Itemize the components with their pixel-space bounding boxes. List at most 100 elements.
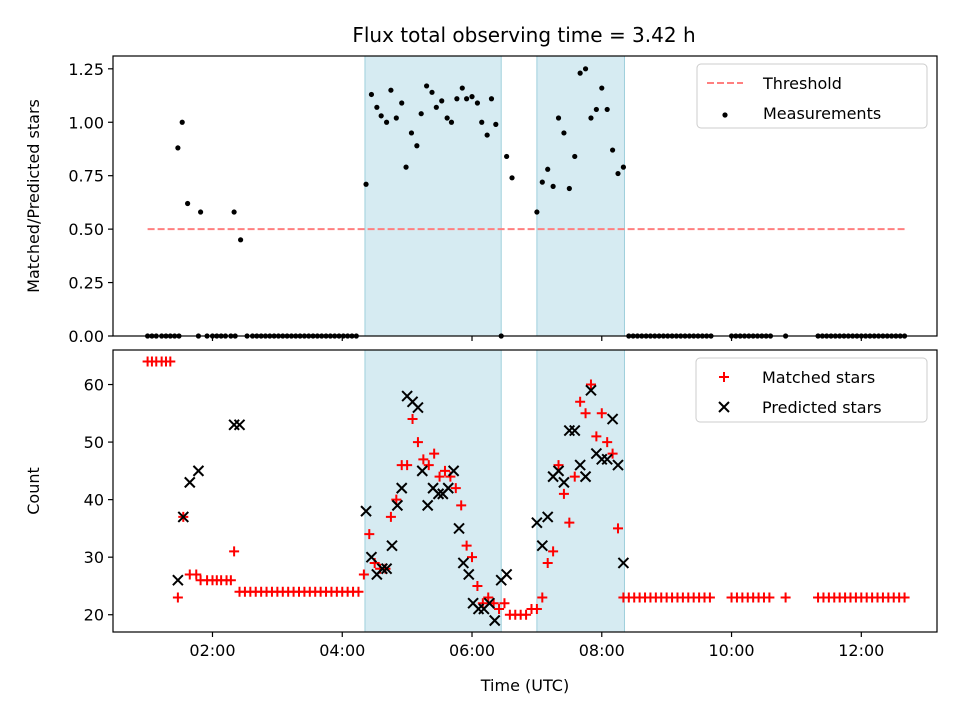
data-point — [472, 580, 483, 591]
data-point — [604, 106, 610, 113]
axes-frame — [112, 349, 938, 633]
data-point — [416, 465, 428, 477]
data-point — [179, 119, 185, 125]
data-point — [545, 166, 551, 172]
data-point — [494, 603, 505, 614]
data-point — [500, 568, 513, 581]
data-point — [185, 200, 191, 207]
chart-title: Flux total observing time = 3.42 h — [352, 23, 695, 47]
data-point — [575, 396, 586, 407]
legend-label: Matched stars — [762, 368, 875, 387]
data-point — [442, 482, 454, 494]
data-point — [439, 98, 445, 104]
data-point — [368, 91, 375, 98]
data-point — [412, 401, 424, 414]
data-point — [439, 465, 450, 476]
data-point — [553, 460, 564, 471]
data-point — [521, 609, 532, 620]
data-point — [172, 592, 183, 603]
data-point — [620, 164, 627, 170]
y-tick-label: 0.50 — [68, 220, 104, 239]
data-point — [418, 454, 429, 465]
data-point — [488, 96, 495, 102]
data-point — [434, 471, 445, 482]
legend-box — [696, 63, 928, 129]
data-point — [412, 437, 423, 448]
data-point — [453, 522, 465, 535]
data-point — [591, 431, 602, 442]
data-point — [447, 465, 460, 477]
data-point — [704, 592, 715, 603]
data-point — [542, 511, 554, 523]
y-tick-label: 0.75 — [68, 167, 104, 186]
data-point — [383, 119, 390, 125]
data-point — [360, 505, 372, 517]
data-point — [407, 414, 418, 425]
observing-interval-1 — [364, 55, 502, 337]
data-point — [418, 111, 424, 117]
data-point — [191, 569, 202, 580]
data-point — [231, 209, 237, 215]
data-point — [238, 237, 244, 243]
data-point — [534, 209, 540, 215]
data-point — [537, 592, 548, 603]
legend-dot-marker — [722, 112, 728, 118]
data-point — [444, 115, 450, 121]
data-point — [448, 119, 455, 125]
y-tick-label: 20 — [84, 606, 104, 625]
data-point — [483, 597, 496, 609]
data-point — [572, 153, 578, 160]
series-predicted-stars — [172, 384, 630, 627]
data-point — [459, 85, 465, 91]
data-point — [504, 153, 510, 160]
data-point — [172, 574, 184, 586]
data-point — [539, 179, 545, 185]
x-tick-label: 10:00 — [708, 641, 754, 660]
x-tick-label: 04:00 — [319, 641, 365, 660]
data-point — [484, 132, 490, 138]
data-point — [388, 87, 394, 93]
data-point — [423, 83, 430, 89]
data-point — [177, 511, 189, 523]
flux-ratio-panel: 0.00 0.25 0.50 0.75 1.00 1.25 Matched/Predicte… — [24, 55, 938, 346]
data-point — [564, 517, 575, 528]
data-point — [402, 460, 413, 471]
data-point — [403, 164, 409, 170]
legend-label: Measurements — [763, 104, 881, 123]
data-point — [463, 568, 475, 581]
data-point — [574, 459, 586, 471]
data-point — [385, 511, 396, 522]
data-point — [764, 592, 775, 603]
data-point — [423, 460, 434, 471]
data-point — [577, 70, 583, 76]
data-point — [558, 476, 570, 489]
data-point — [399, 100, 405, 106]
data-point — [552, 465, 565, 477]
data-point — [467, 552, 478, 563]
legend-label: Threshold — [762, 74, 842, 93]
data-point — [566, 185, 572, 192]
data-point — [358, 569, 369, 580]
y-tick-label: 1.00 — [68, 113, 104, 132]
data-point — [363, 181, 369, 187]
data-point — [531, 516, 543, 529]
y-axis-label: Count — [24, 467, 43, 515]
data-point — [606, 413, 619, 425]
data-point — [197, 209, 204, 215]
legend-x-marker — [718, 401, 730, 413]
observing-interval-2 — [536, 55, 625, 337]
data-point — [612, 459, 624, 471]
data-point — [229, 546, 240, 557]
data-point — [569, 424, 581, 437]
data-point — [433, 104, 439, 110]
data-point — [233, 419, 246, 431]
observing-interval-1 — [364, 349, 502, 633]
legend-label: Predicted stars — [762, 398, 882, 417]
data-point — [599, 85, 605, 91]
data-point — [175, 145, 181, 151]
data-point — [536, 539, 549, 552]
data-point — [414, 143, 420, 149]
data-point — [378, 113, 384, 119]
data-point — [609, 147, 616, 153]
data-point — [365, 551, 378, 563]
